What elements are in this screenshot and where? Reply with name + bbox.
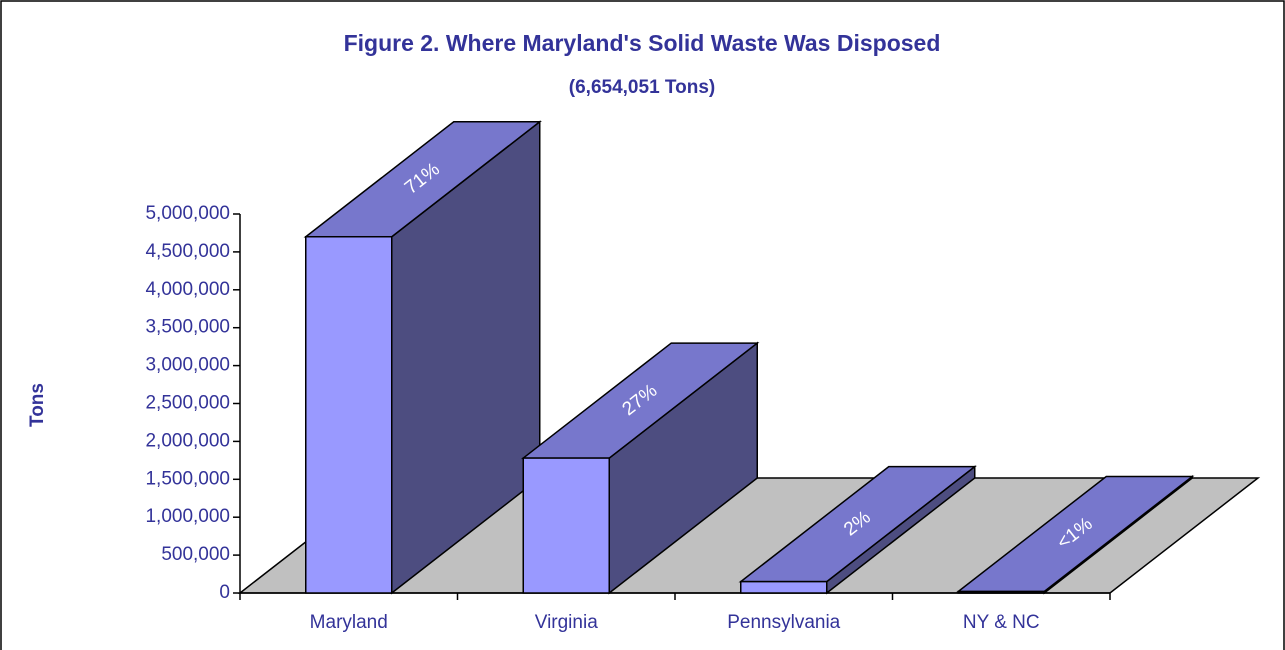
y-tick-label: 500,000 (161, 544, 230, 565)
y-tick-label: 5,000,000 (145, 203, 230, 224)
y-tick-label: 3,000,000 (145, 355, 230, 376)
x-tick-label: Maryland (310, 612, 388, 633)
y-tick-label: 4,000,000 (145, 279, 230, 300)
x-tick-label: NY & NC (963, 612, 1040, 633)
y-tick-label: 0 (219, 582, 230, 603)
chart-subtitle: (6,654,051 Tons) (569, 77, 715, 98)
y-tick-label: 2,000,000 (145, 430, 230, 451)
bar (522, 457, 610, 594)
y-tick-label: 2,500,000 (145, 393, 230, 414)
bar (957, 590, 1045, 594)
y-tick-label: 1,000,000 (145, 506, 230, 527)
x-tick-label: Virginia (535, 612, 598, 633)
chart-title: Figure 2. Where Maryland's Solid Waste W… (344, 30, 941, 56)
y-tick-label: 3,500,000 (145, 317, 230, 338)
bar (740, 580, 828, 594)
bar (305, 235, 393, 594)
x-tick-label: Pennsylvania (727, 612, 840, 633)
y-tick-label: 4,500,000 (145, 241, 230, 262)
y-tick-label: 1,500,000 (145, 468, 230, 489)
y-axis-label: Tons (27, 383, 48, 427)
